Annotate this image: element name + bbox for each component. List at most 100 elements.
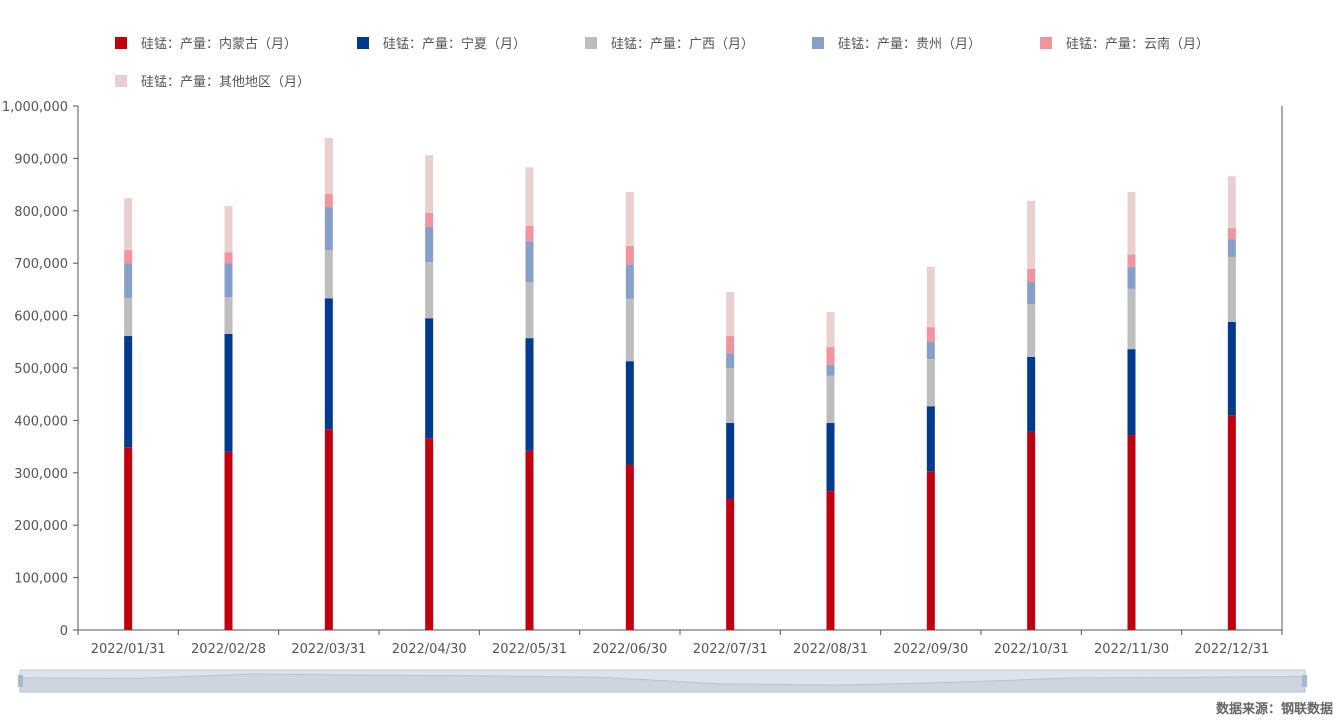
bar-segment[interactable] xyxy=(625,298,634,362)
bar-segment[interactable] xyxy=(1227,239,1236,257)
bar-segment[interactable] xyxy=(1027,282,1036,305)
bar-segment[interactable] xyxy=(525,338,534,451)
bar-segment[interactable] xyxy=(625,245,634,265)
bar-segment[interactable] xyxy=(1027,268,1036,283)
bar-segment[interactable] xyxy=(525,225,534,242)
legend-label[interactable]: 硅锰：产量：云南（月） xyxy=(1066,36,1209,52)
bar-segment[interactable] xyxy=(726,292,735,337)
bar-segment[interactable] xyxy=(1127,349,1136,436)
bar-segment[interactable] xyxy=(826,311,835,348)
y-tick-label: 600,000 xyxy=(14,310,68,325)
bar-segment[interactable] xyxy=(425,212,434,228)
bar-segment[interactable] xyxy=(1227,228,1236,240)
bar-segment[interactable] xyxy=(525,167,534,226)
bar-segment[interactable] xyxy=(726,336,735,354)
bar-segment[interactable] xyxy=(1027,356,1036,432)
bar-segment[interactable] xyxy=(926,341,935,360)
legend-label[interactable]: 硅锰：产量：其他地区（月） xyxy=(141,75,310,90)
bar-segment[interactable] xyxy=(625,191,634,246)
bar-segment[interactable] xyxy=(124,336,133,448)
bar-segment[interactable] xyxy=(324,250,333,299)
bar-segment[interactable] xyxy=(224,206,233,253)
bar-segment[interactable] xyxy=(625,361,634,465)
legend-swatch[interactable] xyxy=(357,37,369,49)
x-tick-label: 2022/11/30 xyxy=(1094,642,1169,657)
bar-segment[interactable] xyxy=(224,297,233,334)
bar-segment[interactable] xyxy=(525,450,534,630)
bar-segment[interactable] xyxy=(124,198,133,251)
bar-segment[interactable] xyxy=(726,423,735,499)
y-tick-label: 300,000 xyxy=(14,467,68,482)
bar-segment[interactable] xyxy=(1127,266,1136,289)
bar-segment[interactable] xyxy=(224,451,233,630)
bar-segment[interactable] xyxy=(425,227,434,263)
bar-segment[interactable] xyxy=(726,499,735,630)
legend-swatch[interactable] xyxy=(1040,37,1052,49)
x-tick-label: 2022/02/28 xyxy=(191,642,266,657)
bar-segment[interactable] xyxy=(826,423,835,492)
bar-segment[interactable] xyxy=(1027,200,1036,269)
legend-label[interactable]: 硅锰：产量：广西（月） xyxy=(611,37,754,52)
y-tick-label: 400,000 xyxy=(14,414,68,429)
bar-segment[interactable] xyxy=(324,137,333,195)
bar-segment[interactable] xyxy=(1127,435,1136,630)
bar-segment[interactable] xyxy=(525,282,534,339)
bar-segment[interactable] xyxy=(1227,256,1236,322)
bar-segment[interactable] xyxy=(1027,431,1036,630)
bar-segment[interactable] xyxy=(124,298,133,337)
data-source: 数据来源：钢联数据 xyxy=(1215,702,1333,717)
bar-segment[interactable] xyxy=(425,155,434,213)
bar-segment[interactable] xyxy=(1227,176,1236,229)
legend-swatch[interactable] xyxy=(115,37,127,49)
x-tick-label: 2022/04/30 xyxy=(392,642,467,657)
bar-segment[interactable] xyxy=(826,375,835,424)
bar-segment[interactable] xyxy=(1127,254,1136,267)
y-tick-label: 1,000,000 xyxy=(2,100,68,115)
bar-segment[interactable] xyxy=(224,263,233,298)
bar-segment[interactable] xyxy=(726,353,735,368)
legend-label[interactable]: 硅锰：产量：内蒙古（月） xyxy=(141,36,297,52)
x-tick-label: 2022/05/31 xyxy=(492,642,567,657)
bar-segment[interactable] xyxy=(324,429,333,630)
bar-segment[interactable] xyxy=(926,359,935,407)
bar-segment[interactable] xyxy=(926,406,935,472)
bar-segment[interactable] xyxy=(224,252,233,264)
bar-segment[interactable] xyxy=(826,491,835,630)
y-tick-label: 0 xyxy=(60,624,68,639)
bar-segment[interactable] xyxy=(525,241,534,283)
bar-segment[interactable] xyxy=(324,298,333,430)
bar-segment[interactable] xyxy=(1227,415,1236,630)
bar-segment[interactable] xyxy=(324,207,333,251)
bar-segment[interactable] xyxy=(926,266,935,328)
legend-label[interactable]: 硅锰：产量：宁夏（月） xyxy=(383,36,526,52)
legend-label[interactable]: 硅锰：产量：贵州（月） xyxy=(838,37,981,52)
bar-segment[interactable] xyxy=(926,471,935,630)
bar-segment[interactable] xyxy=(625,264,634,299)
bar-segment[interactable] xyxy=(826,364,835,376)
legend-swatch[interactable] xyxy=(585,37,597,49)
bar-segment[interactable] xyxy=(625,464,634,630)
data-zoom-handle-right[interactable] xyxy=(1302,675,1307,687)
bar-segment[interactable] xyxy=(425,438,434,630)
data-zoom-handle-left[interactable] xyxy=(18,675,23,687)
legend-swatch[interactable] xyxy=(812,37,824,49)
bar-segment[interactable] xyxy=(124,250,133,264)
bar-segment[interactable] xyxy=(1127,288,1136,350)
x-tick-label: 2022/03/31 xyxy=(291,642,366,657)
legend-swatch[interactable] xyxy=(115,75,127,87)
bar-segment[interactable] xyxy=(124,263,133,299)
bar-segment[interactable] xyxy=(1027,304,1036,357)
y-tick-label: 500,000 xyxy=(14,362,68,377)
x-tick-label: 2022/07/31 xyxy=(693,642,768,657)
bar-segment[interactable] xyxy=(324,194,333,208)
bar-segment[interactable] xyxy=(425,262,434,319)
bar-segment[interactable] xyxy=(926,327,935,342)
bar-segment[interactable] xyxy=(726,368,735,424)
bar-segment[interactable] xyxy=(1227,321,1236,416)
bar-segment[interactable] xyxy=(1127,191,1136,255)
bar-segment[interactable] xyxy=(826,347,835,365)
bar-segment[interactable] xyxy=(224,333,233,452)
y-tick-label: 900,000 xyxy=(14,152,68,167)
bar-segment[interactable] xyxy=(124,447,133,630)
bar-segment[interactable] xyxy=(425,318,434,439)
